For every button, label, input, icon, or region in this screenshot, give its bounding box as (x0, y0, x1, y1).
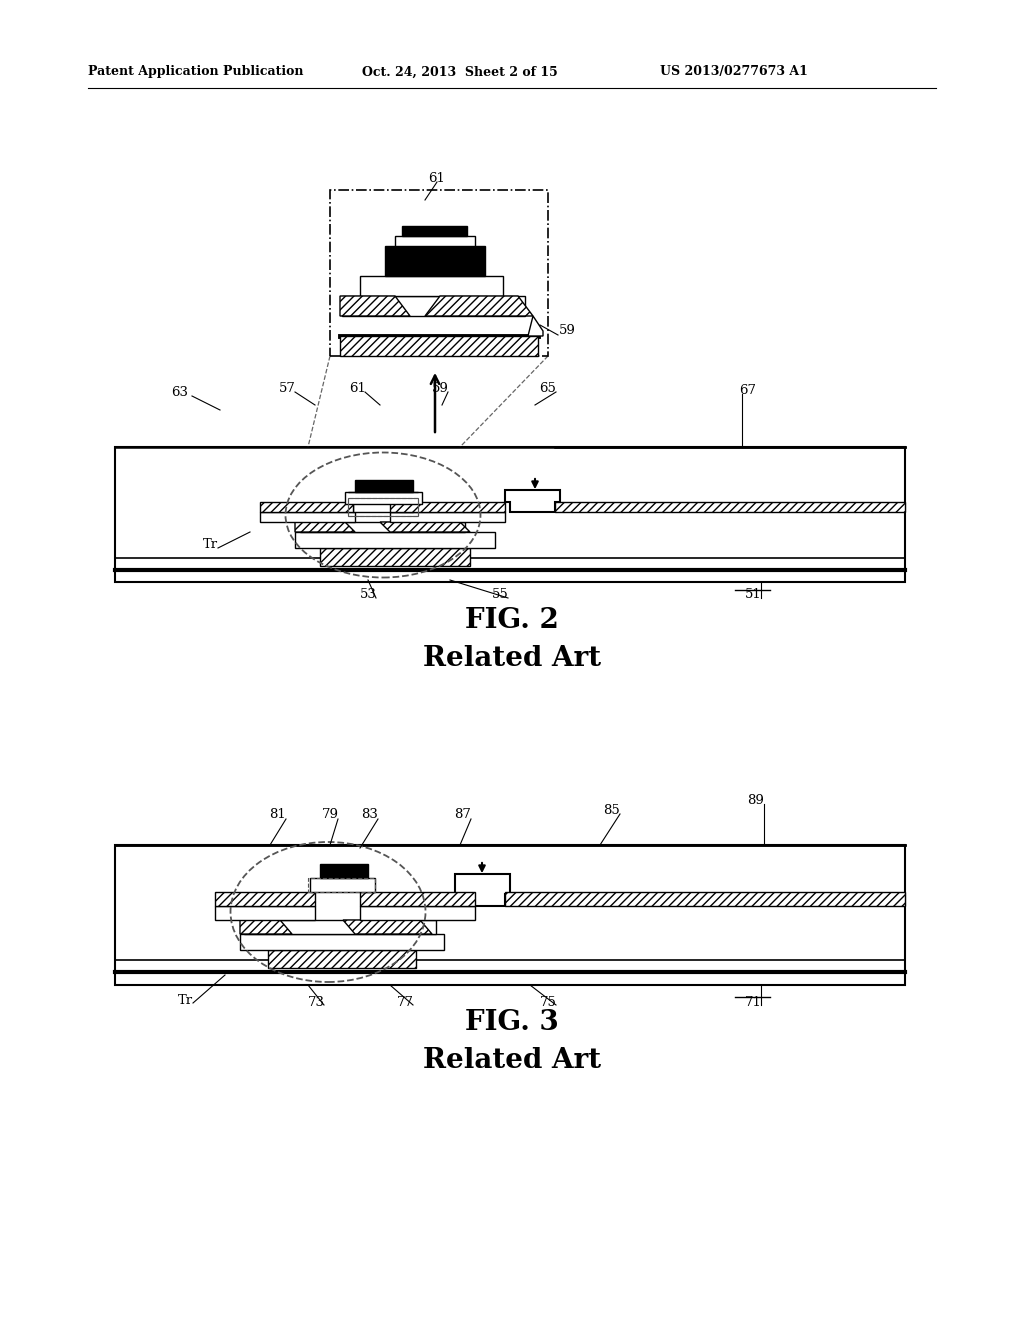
Bar (300, 521, 465, 532)
Bar (505, 892, 905, 906)
Polygon shape (340, 296, 410, 315)
Text: 59: 59 (558, 323, 575, 337)
Bar (348, 498, 418, 516)
Bar (355, 480, 413, 492)
Bar (395, 236, 475, 246)
Text: 81: 81 (269, 808, 287, 821)
Text: 73: 73 (307, 995, 325, 1008)
Bar (342, 296, 525, 315)
Bar (390, 502, 505, 512)
Text: US 2013/0277673 A1: US 2013/0277673 A1 (660, 66, 808, 78)
Bar (215, 892, 315, 906)
Text: Oct. 24, 2013  Sheet 2 of 15: Oct. 24, 2013 Sheet 2 of 15 (362, 66, 558, 78)
Text: 85: 85 (603, 804, 621, 817)
Bar (260, 512, 355, 521)
Bar (402, 226, 467, 236)
Bar (310, 878, 375, 892)
Bar (240, 935, 444, 950)
Bar (244, 920, 436, 935)
Polygon shape (455, 874, 510, 906)
Bar (215, 906, 315, 920)
Bar (260, 502, 353, 512)
Text: 61: 61 (429, 172, 445, 185)
Text: 65: 65 (540, 381, 556, 395)
Bar (319, 865, 368, 878)
Bar (115, 447, 905, 582)
Text: 51: 51 (744, 589, 762, 602)
Polygon shape (343, 920, 432, 935)
Text: Tr: Tr (177, 994, 193, 1006)
Bar (319, 548, 470, 566)
Bar (345, 492, 422, 504)
Bar (308, 878, 375, 892)
Polygon shape (380, 521, 470, 532)
Bar (348, 498, 418, 516)
Text: Related Art: Related Art (423, 644, 601, 672)
Bar (360, 276, 503, 296)
Polygon shape (505, 490, 560, 512)
Text: 61: 61 (349, 381, 367, 395)
Text: 71: 71 (744, 995, 762, 1008)
Text: 57: 57 (279, 381, 296, 395)
Text: 53: 53 (359, 589, 377, 602)
Bar (360, 892, 475, 906)
Polygon shape (528, 315, 543, 337)
Text: 87: 87 (455, 808, 471, 821)
Bar (353, 500, 413, 512)
Text: 55: 55 (492, 589, 508, 602)
Text: 77: 77 (396, 995, 414, 1008)
Text: Tr: Tr (203, 539, 217, 552)
Bar (295, 532, 495, 548)
Text: 75: 75 (540, 995, 556, 1008)
Text: Patent Application Publication: Patent Application Publication (88, 66, 303, 78)
Text: 79: 79 (322, 808, 339, 821)
Text: 59: 59 (431, 381, 449, 395)
Text: FIG. 2: FIG. 2 (465, 606, 559, 634)
Text: Related Art: Related Art (423, 1047, 601, 1073)
Bar (330, 190, 548, 356)
Bar (390, 512, 505, 521)
Text: 63: 63 (171, 385, 188, 399)
Polygon shape (295, 521, 355, 532)
Text: 83: 83 (361, 808, 379, 821)
Bar (360, 906, 475, 920)
Polygon shape (240, 920, 292, 935)
Bar (340, 337, 538, 356)
Polygon shape (425, 296, 534, 315)
Text: 67: 67 (739, 384, 757, 396)
Bar (268, 950, 416, 968)
Bar (115, 845, 905, 985)
Bar (555, 502, 905, 512)
Bar (385, 246, 485, 276)
Text: FIG. 3: FIG. 3 (465, 1008, 559, 1035)
Text: 89: 89 (748, 793, 765, 807)
